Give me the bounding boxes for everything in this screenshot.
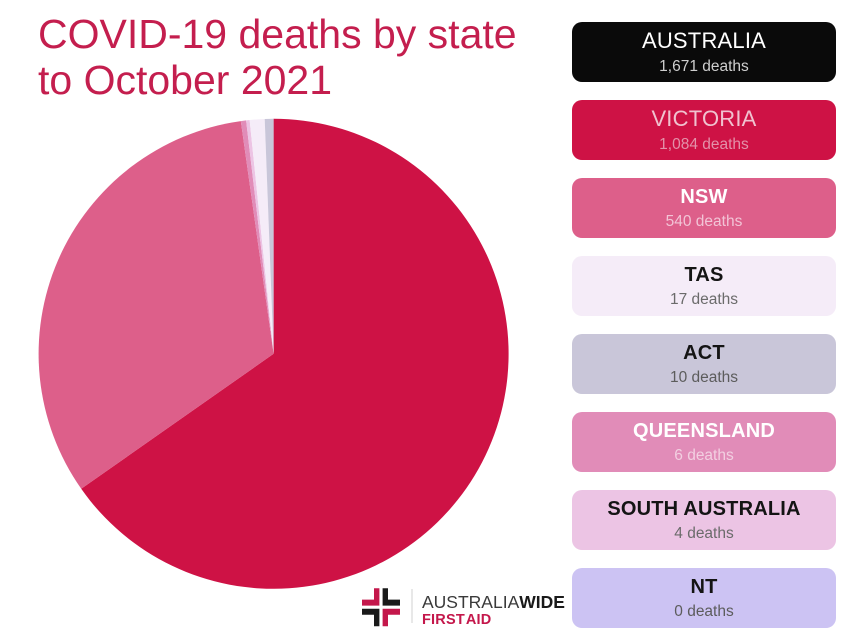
svg-text:AUSTRALIAWIDE: AUSTRALIAWIDE	[422, 592, 565, 612]
